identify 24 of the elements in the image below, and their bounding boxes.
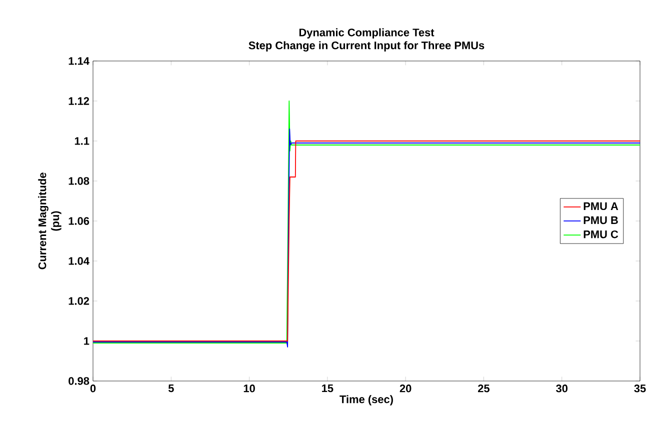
y-tick-label: 0.98: [68, 377, 90, 385]
legend-label: PMU B: [584, 216, 618, 224]
x-tick-label: 25: [478, 384, 490, 392]
y-axis-title: Current Magnitude (pu): [38, 172, 62, 270]
x-tick-label: 10: [244, 384, 255, 392]
y-tick-label: 1.06: [68, 217, 90, 225]
y-tick-label: 1.04: [68, 257, 90, 265]
y-tick-label: 1.1: [74, 137, 90, 145]
x-tick-label: 30: [556, 384, 568, 392]
legend-label: PMU C: [584, 230, 618, 238]
y-tick-label: 1.08: [68, 177, 90, 185]
x-tick-label: 20: [400, 384, 412, 392]
x-tick-label: 35: [634, 384, 646, 392]
x-axis-title: Time (sec): [340, 395, 393, 406]
y-tick-label: 1.14: [68, 57, 90, 65]
chart-subtitle: Step Change in Current Input for Three PMUs: [248, 41, 484, 52]
x-tick-label: 5: [168, 384, 174, 392]
x-tick-label: 15: [322, 384, 334, 392]
chart-title: Dynamic Compliance Test: [299, 28, 434, 38]
y-tick-label: 1.12: [68, 97, 90, 105]
y-tick-label: 1: [84, 337, 90, 345]
y-tick-label: 1.02: [68, 297, 90, 305]
legend-label: PMU A: [584, 202, 618, 210]
x-tick-label: 0: [90, 384, 96, 392]
